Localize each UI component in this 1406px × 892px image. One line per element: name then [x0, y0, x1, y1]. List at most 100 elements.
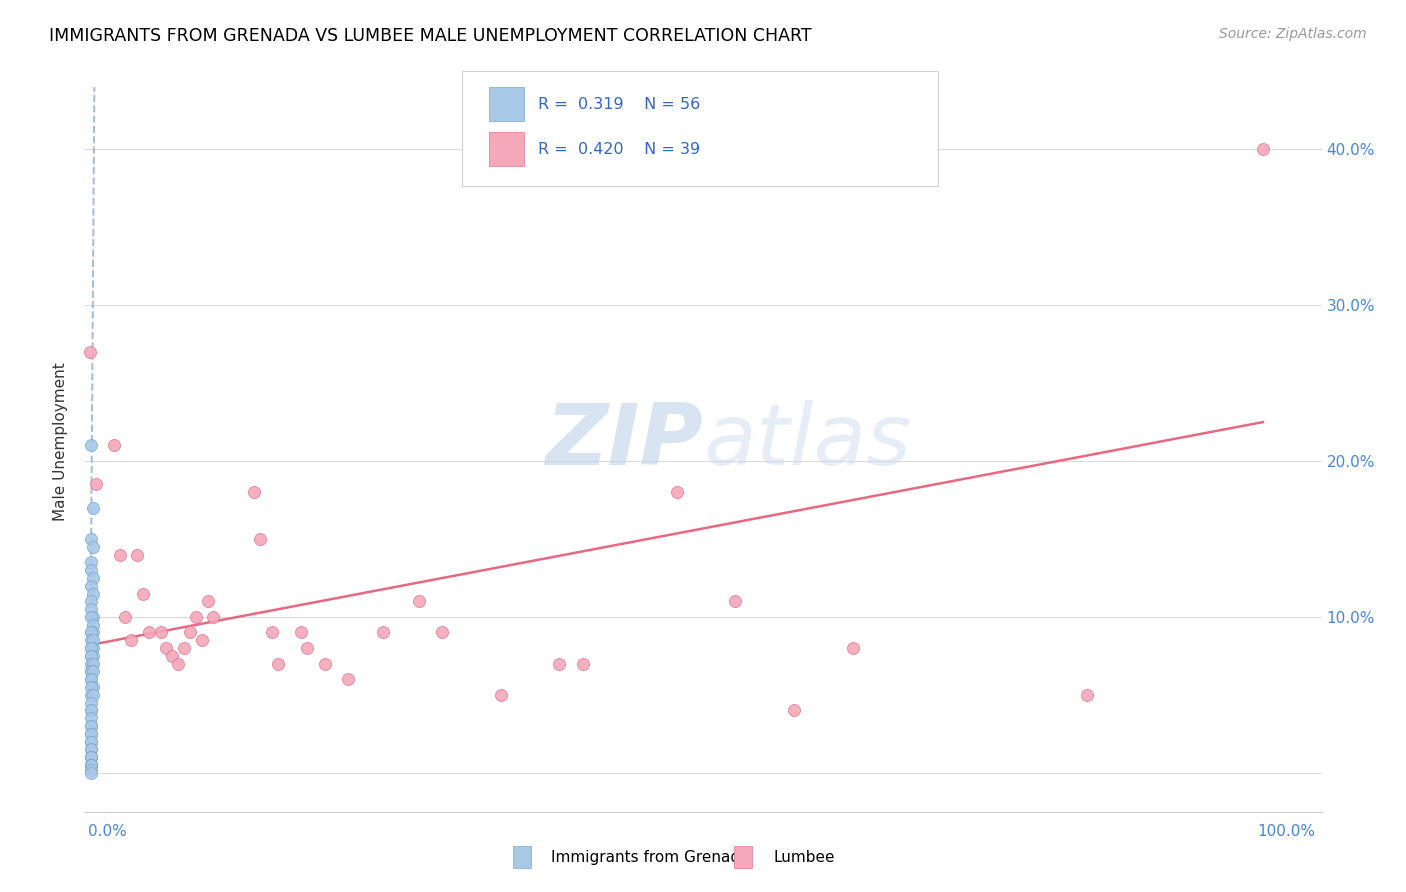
Point — [82, 586, 104, 600]
Point — [80, 657, 103, 671]
Bar — [489, 87, 523, 120]
Point — [82, 688, 104, 702]
Point — [179, 625, 201, 640]
Point — [80, 734, 103, 748]
Point — [132, 586, 155, 600]
Point — [841, 641, 863, 656]
Point — [724, 594, 747, 608]
Point — [202, 610, 225, 624]
Point — [80, 641, 103, 656]
Point — [80, 648, 103, 663]
Point — [548, 657, 571, 671]
Point — [120, 633, 142, 648]
Point — [1251, 142, 1274, 156]
Point — [80, 532, 103, 546]
Point — [80, 758, 103, 772]
Point — [80, 680, 103, 694]
Point — [82, 648, 104, 663]
Point — [80, 711, 103, 725]
Point — [80, 602, 103, 616]
Point — [80, 648, 103, 663]
Point — [290, 625, 312, 640]
Point — [80, 665, 103, 679]
Text: Source: ZipAtlas.com: Source: ZipAtlas.com — [1219, 27, 1367, 41]
Point — [80, 672, 103, 686]
Point — [80, 633, 103, 648]
Point — [82, 617, 104, 632]
Point — [80, 750, 103, 764]
Point — [1076, 688, 1098, 702]
Point — [82, 500, 104, 515]
Text: R =  0.319    N = 56: R = 0.319 N = 56 — [538, 96, 700, 112]
Point — [80, 750, 103, 764]
Point — [80, 758, 103, 772]
Point — [82, 540, 104, 554]
Point — [84, 477, 107, 491]
Point — [80, 719, 103, 733]
Point — [155, 641, 177, 656]
Point — [82, 625, 104, 640]
Point — [80, 703, 103, 717]
Point — [114, 610, 136, 624]
Point — [82, 633, 104, 648]
Point — [173, 641, 195, 656]
Point — [184, 610, 207, 624]
Point — [260, 625, 283, 640]
Point — [249, 532, 271, 546]
Point — [80, 696, 103, 710]
Point — [80, 750, 103, 764]
Point — [103, 438, 125, 452]
FancyBboxPatch shape — [461, 71, 938, 186]
Point — [162, 648, 184, 663]
Point — [295, 641, 318, 656]
Point — [138, 625, 160, 640]
Point — [82, 610, 104, 624]
Point — [80, 758, 103, 772]
Point — [80, 665, 103, 679]
Point — [80, 765, 103, 780]
Point — [783, 703, 806, 717]
Text: IMMIGRANTS FROM GRENADA VS LUMBEE MALE UNEMPLOYMENT CORRELATION CHART: IMMIGRANTS FROM GRENADA VS LUMBEE MALE U… — [49, 27, 811, 45]
Text: R =  0.420    N = 39: R = 0.420 N = 39 — [538, 142, 700, 157]
Point — [80, 563, 103, 577]
Point — [127, 548, 149, 562]
Text: ZIP: ZIP — [546, 400, 703, 483]
Point — [80, 727, 103, 741]
Point — [80, 641, 103, 656]
Point — [80, 594, 103, 608]
Point — [167, 657, 190, 671]
Point — [489, 688, 512, 702]
Point — [430, 625, 453, 640]
Point — [80, 703, 103, 717]
Point — [337, 672, 360, 686]
Point — [80, 555, 103, 569]
Point — [80, 742, 103, 756]
Text: atlas: atlas — [703, 400, 911, 483]
Point — [79, 345, 101, 359]
Point — [314, 657, 336, 671]
Point — [572, 657, 595, 671]
Text: Immigrants from Grenada: Immigrants from Grenada — [551, 850, 749, 864]
Text: 0.0%: 0.0% — [89, 824, 127, 839]
Point — [197, 594, 219, 608]
Point — [80, 610, 103, 624]
Point — [80, 672, 103, 686]
Text: 100.0%: 100.0% — [1258, 824, 1316, 839]
Point — [190, 633, 212, 648]
Point — [108, 548, 131, 562]
Point — [373, 625, 395, 640]
Point — [82, 571, 104, 585]
Point — [82, 641, 104, 656]
Bar — [489, 132, 523, 166]
Point — [80, 763, 103, 777]
Point — [80, 719, 103, 733]
Point — [243, 485, 266, 500]
Point — [408, 594, 430, 608]
Point — [665, 485, 688, 500]
Point — [80, 742, 103, 756]
Point — [80, 625, 103, 640]
Point — [82, 665, 104, 679]
Point — [80, 727, 103, 741]
Point — [80, 688, 103, 702]
Point — [80, 579, 103, 593]
